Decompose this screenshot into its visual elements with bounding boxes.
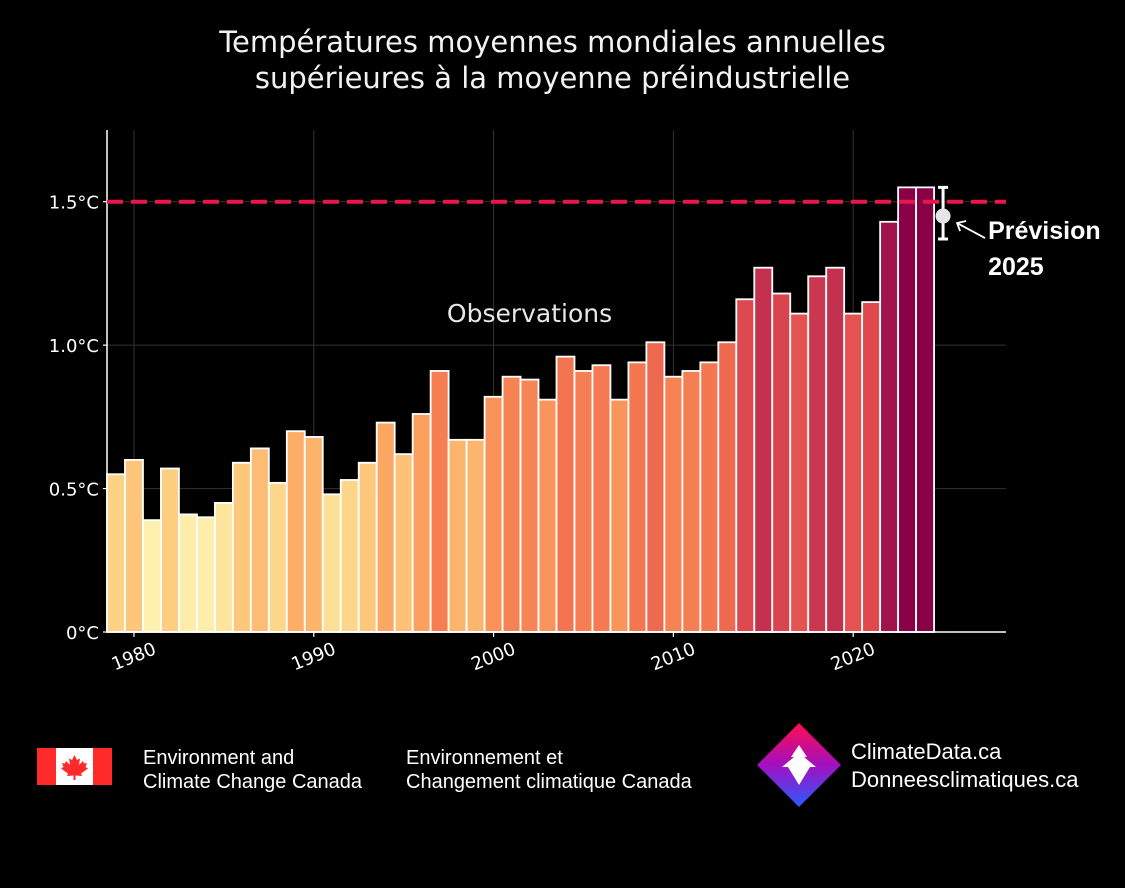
bar-1980	[124, 458, 144, 633]
x-tick-label: 1990	[289, 639, 339, 676]
x-tick-label: 2010	[648, 639, 698, 676]
bar-1993	[357, 461, 378, 633]
ecc-french-name: Environnement et Changement climatique C…	[406, 746, 692, 794]
y-tick-label: 1.5°C	[49, 193, 99, 214]
bar-2011	[681, 370, 702, 633]
bar-1997	[429, 370, 450, 633]
bar-1990	[303, 436, 324, 633]
bar-1988	[267, 481, 288, 633]
bar-1979	[106, 473, 126, 633]
y-tick-label: 0.5°C	[49, 480, 99, 501]
bar-1996	[411, 413, 432, 633]
bar-1982	[160, 467, 180, 633]
ecc-english-line2: Climate Change Canada	[143, 771, 363, 793]
bar-2017	[789, 312, 810, 633]
bar-2007	[609, 398, 630, 633]
climatedata-brand: ClimateData.ca Donneesclimatiques.ca	[851, 738, 1078, 794]
canada-flag-icon	[37, 748, 112, 785]
bar-2006	[591, 364, 612, 633]
forecast-arrow-head	[955, 220, 967, 232]
bar-1992	[339, 479, 360, 633]
ecc-french-line1: Environnement et	[406, 747, 563, 769]
bar-2023	[897, 186, 917, 633]
bar-2008	[627, 361, 648, 633]
brand-line1[interactable]: ClimateData.ca	[851, 739, 1002, 764]
chart-title: Températures moyennes mondiales annuelle…	[0, 24, 1105, 96]
x-tick-label: 1980	[109, 639, 159, 676]
bar-2001	[501, 375, 522, 633]
x-tick-label: 2020	[828, 639, 878, 676]
bar-1981	[142, 519, 162, 633]
forecast-point	[935, 208, 951, 224]
forecast-arrow-line	[956, 222, 986, 239]
bar-1994	[375, 421, 396, 633]
bar-1991	[321, 493, 342, 633]
bar-1998	[447, 438, 468, 633]
bar-2016	[771, 292, 792, 633]
bar-1985	[213, 502, 234, 633]
bar-2014	[735, 298, 756, 633]
ecc-french-line2: Changement climatique Canada	[406, 771, 692, 793]
bar-1984	[195, 516, 216, 633]
bar-2015	[753, 266, 774, 633]
climatedata-logo-icon	[757, 723, 841, 807]
y-tick-label: 1.0°C	[49, 336, 99, 357]
bar-1986	[231, 461, 252, 633]
bar-1999	[465, 438, 486, 633]
bar-1983	[178, 513, 198, 633]
x-tick-label: 2000	[468, 639, 518, 676]
ecc-english-name: Environment and Climate Change Canada	[143, 746, 362, 794]
brand-line2[interactable]: Donneesclimatiques.ca	[851, 767, 1079, 792]
bar-1995	[393, 453, 414, 633]
y-tick-label: 0°C	[66, 623, 99, 644]
bar-2002	[519, 378, 540, 633]
bar-2009	[645, 341, 666, 633]
forecast-label-line1: Prévision	[988, 217, 1101, 245]
bar-2020	[843, 312, 864, 633]
chart-title-line2: supérieures à la moyenne préindustrielle	[254, 61, 851, 95]
bar-2005	[573, 370, 594, 633]
bar-2004	[555, 355, 576, 633]
bar-2012	[699, 361, 720, 633]
forecast-label-line2: 2025	[988, 253, 1044, 281]
bar-2024	[915, 186, 935, 633]
bar-2003	[537, 398, 558, 633]
bar-2000	[483, 395, 504, 633]
bar-2013	[717, 341, 738, 633]
bar-2019	[825, 266, 846, 633]
bar-2021	[861, 301, 882, 633]
chart-title-line1: Températures moyennes mondiales annuelle…	[219, 25, 886, 59]
bar-2018	[807, 275, 828, 633]
bar-1987	[249, 447, 270, 633]
bar-1989	[285, 430, 306, 633]
observations-label: Observations	[447, 299, 612, 328]
bar-2022	[879, 220, 900, 633]
bar-2010	[663, 375, 684, 633]
ecc-english-line1: Environment and	[143, 747, 295, 769]
